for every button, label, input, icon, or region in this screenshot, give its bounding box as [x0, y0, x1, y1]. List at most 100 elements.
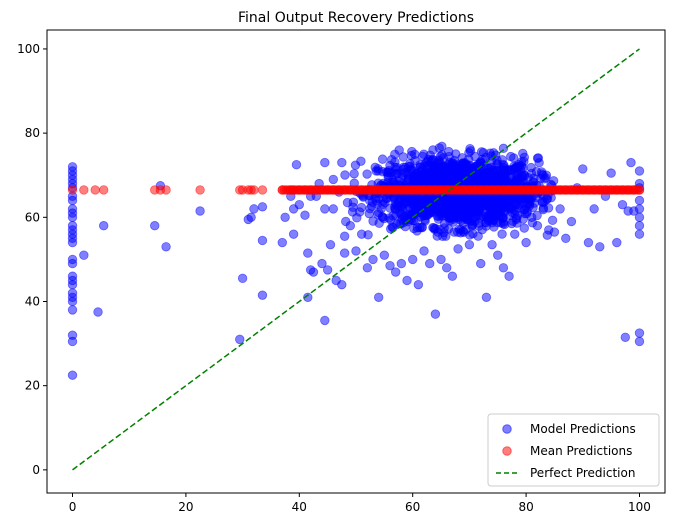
- model-prediction-point: [390, 157, 400, 167]
- model-prediction-point: [320, 157, 330, 168]
- model-prediction-point: [566, 216, 577, 227]
- model-prediction-point: [381, 193, 392, 204]
- model-prediction-point: [634, 195, 645, 206]
- y-tick-label: 60: [25, 210, 40, 224]
- mean-prediction-point: [249, 185, 259, 195]
- model-prediction-point: [434, 143, 444, 153]
- model-prediction-point: [67, 296, 78, 307]
- y-tick-label: 0: [32, 463, 40, 477]
- model-prediction-point: [257, 202, 268, 212]
- model-prediction-point: [379, 250, 390, 260]
- model-prediction-point: [339, 231, 350, 241]
- mean-prediction-point: [161, 185, 171, 195]
- model-prediction-point: [368, 216, 378, 226]
- model-prediction-point: [498, 263, 509, 273]
- y-tick-label: 40: [25, 294, 40, 308]
- model-prediction-point: [489, 175, 499, 185]
- model-prediction-point: [524, 199, 534, 209]
- model-prediction-point: [257, 290, 268, 300]
- model-prediction-point: [430, 309, 441, 319]
- x-tick-label: 20: [178, 500, 193, 514]
- model-prediction-point: [161, 242, 171, 252]
- model-prediction-point: [578, 164, 588, 174]
- mean-prediction-point: [98, 185, 109, 195]
- model-prediction-point: [349, 169, 359, 179]
- model-prediction-point: [308, 267, 319, 277]
- model-prediction-point: [407, 254, 418, 265]
- perfect-prediction-line: [72, 48, 640, 471]
- model-prediction-point: [420, 216, 430, 226]
- model-prediction-point: [67, 237, 78, 248]
- model-prediction-point: [303, 292, 313, 302]
- model-prediction-point: [555, 204, 565, 214]
- model-prediction-point: [620, 332, 631, 342]
- y-tick-label: 100: [17, 42, 40, 56]
- model-prediction-point: [246, 212, 256, 223]
- model-prediction-point: [506, 151, 516, 162]
- x-tick-label: 40: [292, 500, 307, 514]
- model-prediction-point: [67, 279, 78, 290]
- model-prediction-point: [528, 177, 538, 187]
- model-prediction-point: [345, 221, 356, 231]
- model-prediction-point: [195, 206, 205, 216]
- model-prediction-point: [235, 334, 245, 345]
- model-prediction-point: [504, 271, 514, 281]
- model-prediction-point: [498, 143, 509, 154]
- model-prediction-point: [150, 221, 160, 231]
- model-prediction-point: [425, 258, 435, 269]
- model-prediction-point: [320, 315, 330, 326]
- model-prediction-point: [498, 219, 508, 229]
- model-prediction-point: [488, 206, 499, 216]
- legend: Model Predictions Mean Predictions Perfect…: [487, 413, 660, 487]
- model-prediction-point: [409, 209, 419, 219]
- model-prediction-point: [634, 336, 645, 347]
- model-prediction-point: [396, 258, 407, 269]
- model-prediction-point: [407, 146, 417, 157]
- model-prediction-point: [67, 305, 78, 315]
- model-prediction-point: [626, 157, 636, 168]
- model-prediction-point: [617, 199, 628, 210]
- model-prediction-point: [322, 265, 333, 275]
- model-prediction-point: [402, 275, 412, 286]
- model-prediction-point: [453, 244, 463, 254]
- model-prediction-point: [519, 223, 529, 233]
- model-prediction-point: [325, 239, 336, 250]
- model-prediction-point: [373, 166, 383, 176]
- model-prediction-point: [442, 263, 452, 273]
- model-prediction-point: [532, 153, 543, 163]
- model-prediction-point: [67, 195, 78, 206]
- model-prediction-point: [385, 261, 395, 271]
- model-prediction-point: [67, 212, 78, 223]
- model-prediction-point: [449, 194, 460, 204]
- mean-prediction-point: [257, 185, 268, 195]
- model-prediction-point: [513, 210, 523, 220]
- model-prediction-point: [443, 170, 454, 180]
- x-tick-label: 0: [69, 500, 77, 514]
- model-prediction-point: [409, 223, 419, 234]
- plot-frame: [46, 29, 666, 494]
- model-prediction-point: [518, 148, 528, 159]
- model-prediction-point: [517, 171, 528, 181]
- model-prediction-point: [67, 336, 78, 347]
- model-prediction-point: [436, 254, 446, 265]
- model-prediction-point: [595, 242, 605, 252]
- model-prediction-point: [495, 165, 506, 176]
- mean-prediction-point: [79, 185, 89, 195]
- model-prediction-point: [634, 328, 645, 338]
- legend-label: Mean Predictions: [530, 444, 632, 458]
- model-prediction-point: [417, 151, 428, 162]
- model-prediction-point: [352, 213, 362, 223]
- model-prediction-point: [468, 193, 479, 203]
- model-prediction-point: [445, 213, 455, 224]
- model-prediction-point: [67, 258, 78, 269]
- model-prediction-point: [634, 166, 645, 176]
- mean-prediction-point: [634, 185, 645, 195]
- model-prediction-point: [465, 230, 475, 240]
- model-prediction-point: [465, 143, 475, 154]
- model-prediction-point: [492, 155, 502, 166]
- model-prediction-point: [483, 215, 494, 226]
- model-prediction-point: [509, 164, 520, 174]
- y-tick-label: 80: [25, 126, 40, 140]
- model-prediction-point: [342, 197, 353, 208]
- model-prediction-point: [521, 237, 531, 248]
